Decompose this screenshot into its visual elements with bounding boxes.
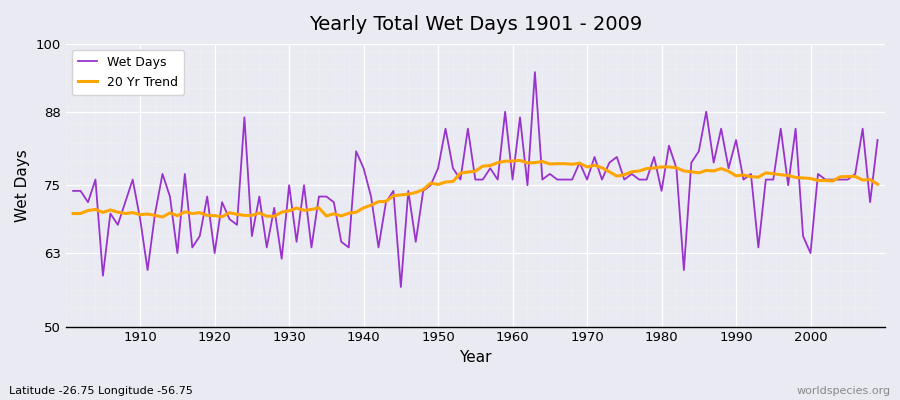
Wet Days <box>529 70 540 74</box>
20 Yr Trend <box>158 215 168 220</box>
Title: Yearly Total Wet Days 1901 - 2009: Yearly Total Wet Days 1901 - 2009 <box>309 15 642 34</box>
Wet Days <box>127 177 138 182</box>
Wet Days <box>508 177 518 182</box>
Wet Days <box>395 285 406 290</box>
Line: Wet Days: Wet Days <box>73 72 878 287</box>
Wet Days <box>872 138 883 142</box>
Wet Days <box>611 154 622 159</box>
20 Yr Trend <box>127 210 138 215</box>
20 Yr Trend <box>515 158 526 163</box>
Text: Latitude -26.75 Longitude -56.75: Latitude -26.75 Longitude -56.75 <box>9 386 193 396</box>
Wet Days <box>336 239 346 244</box>
20 Yr Trend <box>343 211 354 216</box>
Text: worldspecies.org: worldspecies.org <box>796 386 891 396</box>
Wet Days <box>68 188 78 193</box>
20 Yr Trend <box>872 182 883 187</box>
20 Yr Trend <box>508 159 518 164</box>
20 Yr Trend <box>299 208 310 213</box>
Wet Days <box>515 115 526 120</box>
X-axis label: Year: Year <box>459 350 491 365</box>
20 Yr Trend <box>611 174 622 178</box>
20 Yr Trend <box>68 211 78 216</box>
Legend: Wet Days, 20 Yr Trend: Wet Days, 20 Yr Trend <box>72 50 184 95</box>
Wet Days <box>292 239 302 244</box>
Line: 20 Yr Trend: 20 Yr Trend <box>73 160 878 217</box>
20 Yr Trend <box>522 160 533 165</box>
Y-axis label: Wet Days: Wet Days <box>15 149 30 222</box>
